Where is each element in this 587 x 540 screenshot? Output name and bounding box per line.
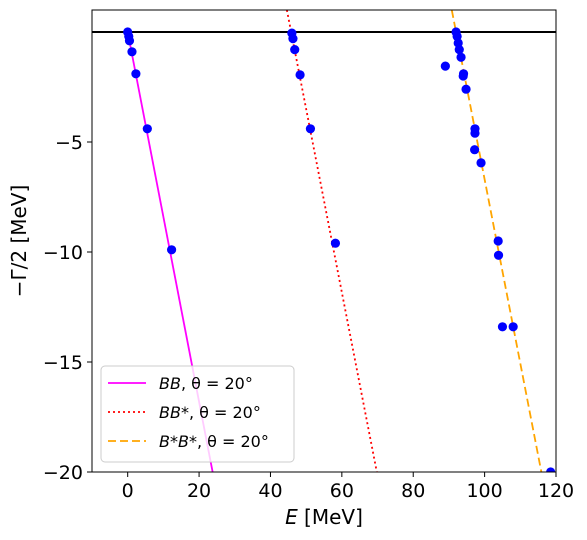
data-points bbox=[123, 27, 556, 472]
data-point bbox=[295, 70, 305, 80]
data-point bbox=[166, 245, 177, 255]
x-tick-label: 100 bbox=[466, 480, 502, 502]
legend-label-text: , θ = 20° bbox=[197, 432, 269, 451]
legend-label-text: , θ = 20° bbox=[181, 374, 253, 393]
data-point bbox=[508, 322, 518, 332]
data-point bbox=[454, 45, 464, 55]
data-point bbox=[546, 467, 556, 472]
plot-frame bbox=[91, 9, 557, 473]
y-axis-label: −Γ/2 [MeV] bbox=[7, 185, 31, 298]
legend-label-var: BB bbox=[159, 374, 181, 393]
data-point bbox=[456, 52, 466, 62]
data-point bbox=[288, 34, 298, 44]
x-axis-label-unit: [MeV] bbox=[298, 505, 363, 529]
y-tick-label: −15 bbox=[43, 352, 83, 374]
legend: BB, θ = 20°BB*, θ = 20°B*B*, θ = 20° bbox=[100, 365, 295, 463]
x-tick-label: 60 bbox=[330, 480, 354, 502]
data-point bbox=[127, 47, 137, 57]
y-axis-ticks: −20 −15 −10 −5 bbox=[43, 132, 92, 484]
data-point bbox=[476, 158, 486, 168]
data-point bbox=[440, 61, 450, 71]
legend-label-var: B*B* bbox=[159, 432, 197, 451]
data-point bbox=[305, 124, 316, 134]
y-tick-label: −5 bbox=[55, 132, 83, 154]
data-point bbox=[458, 69, 469, 79]
legend-label-text: , θ = 20° bbox=[189, 403, 261, 422]
data-point bbox=[493, 236, 503, 246]
data-point bbox=[142, 124, 152, 134]
legend-label-2: BB*, θ = 20° bbox=[159, 403, 261, 422]
legend-label-var: BB* bbox=[159, 403, 189, 422]
legend-label-3: B*B*, θ = 20° bbox=[159, 432, 269, 451]
data-point bbox=[470, 128, 480, 138]
x-tick-label: 0 bbox=[122, 480, 134, 502]
legend-box bbox=[100, 365, 295, 463]
x-axis-ticks: 0 20 40 60 80 100 120 bbox=[122, 472, 574, 502]
data-point bbox=[290, 45, 300, 55]
data-point bbox=[131, 69, 141, 79]
x-tick-label: 40 bbox=[258, 480, 282, 502]
x-tick-label: 80 bbox=[401, 480, 425, 502]
data-point bbox=[470, 145, 480, 155]
y-tick-label: −20 bbox=[43, 462, 83, 484]
data-point bbox=[497, 322, 508, 332]
data-point bbox=[330, 238, 341, 248]
data-point bbox=[124, 36, 135, 46]
data-point bbox=[493, 250, 504, 260]
data-point bbox=[461, 84, 471, 94]
x-tick-label: 120 bbox=[538, 480, 574, 502]
x-axis-label: E [MeV] bbox=[285, 505, 363, 529]
y-tick-label: −10 bbox=[43, 242, 83, 264]
x-axis-label-var: E bbox=[285, 505, 298, 529]
legend-label-1: BB, θ = 20° bbox=[159, 374, 253, 393]
x-tick-label: 20 bbox=[187, 480, 211, 502]
